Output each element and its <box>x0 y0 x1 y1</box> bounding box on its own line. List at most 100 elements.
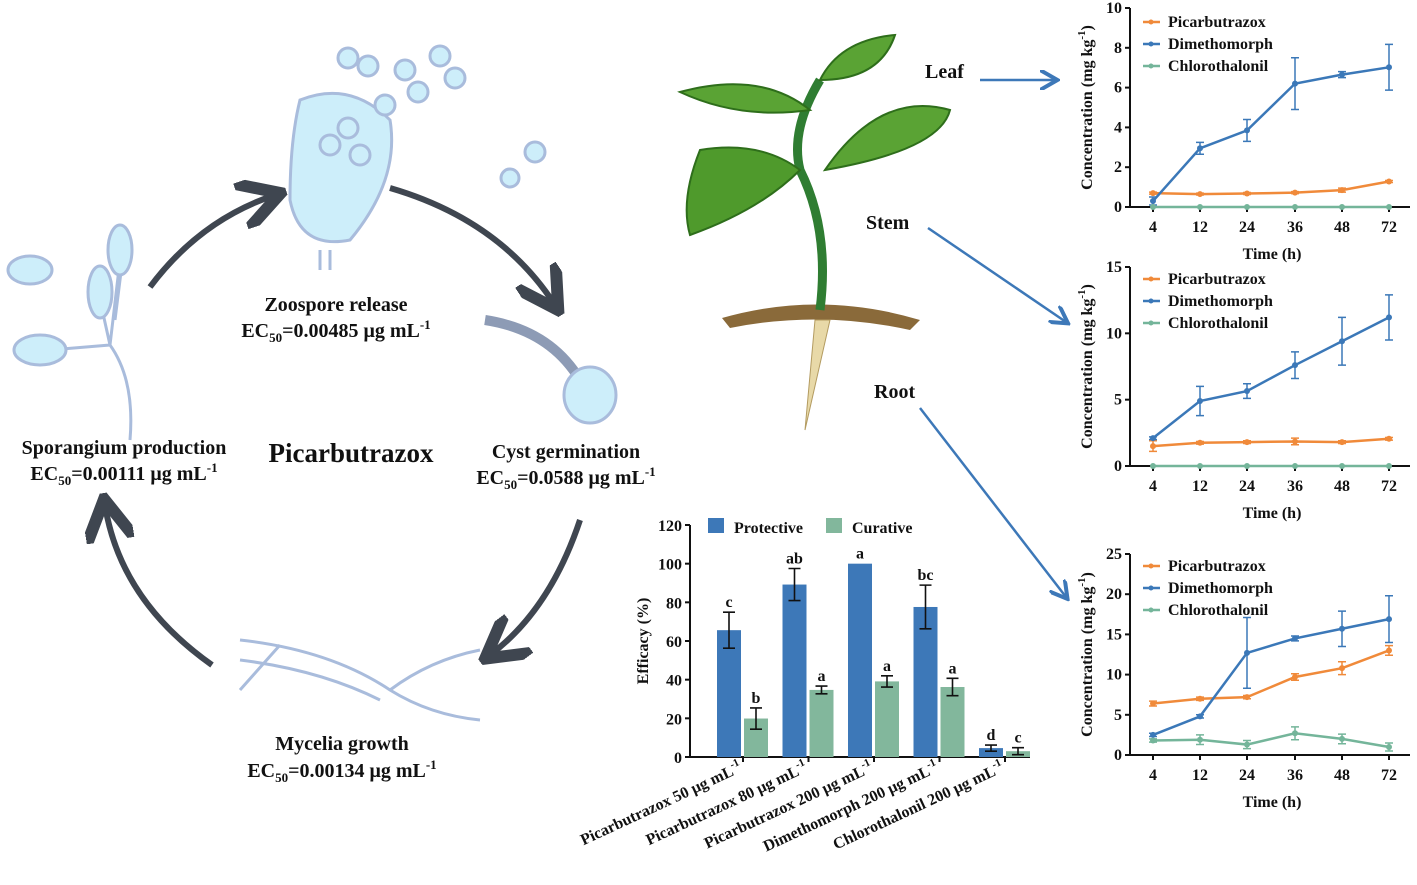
data-point <box>1244 190 1250 197</box>
data-point <box>1292 438 1298 445</box>
y-tick-label: 120 <box>658 518 682 535</box>
legend-label: Dimethomorph <box>1168 293 1273 310</box>
error-bar <box>815 685 828 695</box>
data-point <box>1197 204 1203 210</box>
y-tick-label: 80 <box>666 595 682 612</box>
x-tick-label: 48 <box>1334 478 1350 495</box>
legend-marker <box>1148 276 1154 282</box>
line-chart-root: 0 5 10 15 20 25 4 12 24 36 48 72 Time (h) Concentrati… <box>1076 546 1410 811</box>
x-tick-label: 12 <box>1192 767 1208 784</box>
x-tick-label: 48 <box>1334 767 1350 784</box>
data-point <box>1339 625 1345 632</box>
stage-name: Mycelia growth <box>275 733 409 755</box>
error-bar <box>750 707 762 730</box>
y-axis-label: Concentration (mg kg-1) <box>1076 284 1096 449</box>
data-point <box>1197 191 1203 198</box>
legend-marker <box>1148 607 1154 613</box>
significance-letter: a <box>856 546 864 563</box>
data-point <box>1292 730 1298 737</box>
x-tick-label: 72 <box>1381 478 1397 495</box>
data-point <box>1292 674 1298 681</box>
legend-marker <box>1148 320 1154 326</box>
x-tick-label: 24 <box>1239 219 1255 236</box>
data-point <box>1197 713 1203 720</box>
data-point <box>1386 178 1392 185</box>
data-point <box>1292 204 1298 210</box>
legend-swatch <box>826 518 842 533</box>
x-tick-label: 4 <box>1149 767 1157 784</box>
data-point <box>1150 731 1156 738</box>
x-tick-label: 72 <box>1381 219 1397 236</box>
series-line-dimethomorph <box>1152 617 1390 737</box>
data-point <box>1292 80 1298 87</box>
y-tick-label: 0 <box>1114 458 1122 475</box>
data-point <box>1386 314 1392 321</box>
y-tick-label: 15 <box>1106 259 1122 276</box>
series-line-dimethomorph <box>1152 316 1390 440</box>
stage-name: Sporangium production <box>22 437 227 459</box>
significance-letter: a <box>818 668 826 685</box>
life-cycle-diagram: Zoospore release EC50=0.00485 μg mL-1 Cy… <box>6 44 656 785</box>
data-point <box>1339 439 1345 446</box>
legend-marker <box>1148 563 1154 569</box>
cycle-arrow <box>389 185 555 305</box>
plant-illustration: Leaf Stem Root <box>677 33 1066 597</box>
x-tick-label: 36 <box>1287 219 1303 236</box>
x-tick-label: 24 <box>1239 767 1255 784</box>
x-tick-label: 72 <box>1381 767 1397 784</box>
y-tick-label: 10 <box>1106 667 1122 684</box>
y-tick-label: 40 <box>666 673 682 690</box>
x-tick-label: 4 <box>1149 219 1157 236</box>
data-point <box>1150 204 1156 210</box>
x-tick-label: 4 <box>1149 478 1157 495</box>
data-point <box>1244 649 1250 656</box>
data-point <box>1150 463 1156 469</box>
y-label-sup: -1 <box>1076 30 1088 39</box>
error-bar <box>881 675 893 688</box>
legend-label: Chlorothalonil <box>1168 58 1269 75</box>
data-point <box>1244 439 1250 446</box>
y-label-text: Concentration (mg kg <box>1079 587 1096 737</box>
bar-protective <box>782 584 807 757</box>
legend-marker <box>1148 41 1154 47</box>
significance-letter: b <box>752 690 761 707</box>
stage-ec50: EC50=0.00111 μg mL-1 <box>30 460 217 488</box>
y-tick-label: 60 <box>666 634 682 651</box>
data-point <box>1339 463 1345 469</box>
data-point <box>1386 435 1392 442</box>
data-point <box>1197 397 1203 404</box>
y-label-end: ) <box>1079 572 1096 577</box>
cycle-arrow <box>105 505 214 668</box>
data-point <box>1339 338 1345 345</box>
data-point <box>1244 694 1250 701</box>
legend-label: Chlorothalonil <box>1168 315 1269 332</box>
x-axis-label: Time (h) <box>1243 246 1302 263</box>
data-point <box>1244 463 1250 469</box>
y-tick-label: 0 <box>1114 747 1122 764</box>
data-point <box>1339 665 1345 672</box>
cycle-arrow <box>490 519 583 655</box>
data-point <box>1150 737 1156 744</box>
x-axis-label: Time (h) <box>1243 794 1302 811</box>
bar-protective <box>913 606 938 757</box>
stage-name: Zoospore release <box>264 294 407 316</box>
significance-letter: d <box>987 727 996 744</box>
y-tick-label: 2 <box>1114 159 1122 176</box>
stem-link-arrow <box>927 226 1066 322</box>
error-bar <box>723 611 735 649</box>
significance-letter: c <box>725 594 732 611</box>
legend-marker <box>1148 298 1154 304</box>
y-label-sup: -1 <box>1076 289 1088 298</box>
y-tick-label: 20 <box>666 711 682 728</box>
significance-letter: a <box>883 658 891 675</box>
x-tick-label: 36 <box>1287 767 1303 784</box>
y-tick-label: 15 <box>1106 626 1122 643</box>
x-tick-label: 12 <box>1192 478 1208 495</box>
stage-ec50: EC50=0.00485 μg mL-1 <box>241 317 430 345</box>
error-bar <box>919 584 932 630</box>
error-bar <box>1012 746 1024 756</box>
data-point <box>1386 616 1392 623</box>
center-title: Picarbutrazox <box>269 438 434 468</box>
y-tick-label: 0 <box>674 750 682 767</box>
